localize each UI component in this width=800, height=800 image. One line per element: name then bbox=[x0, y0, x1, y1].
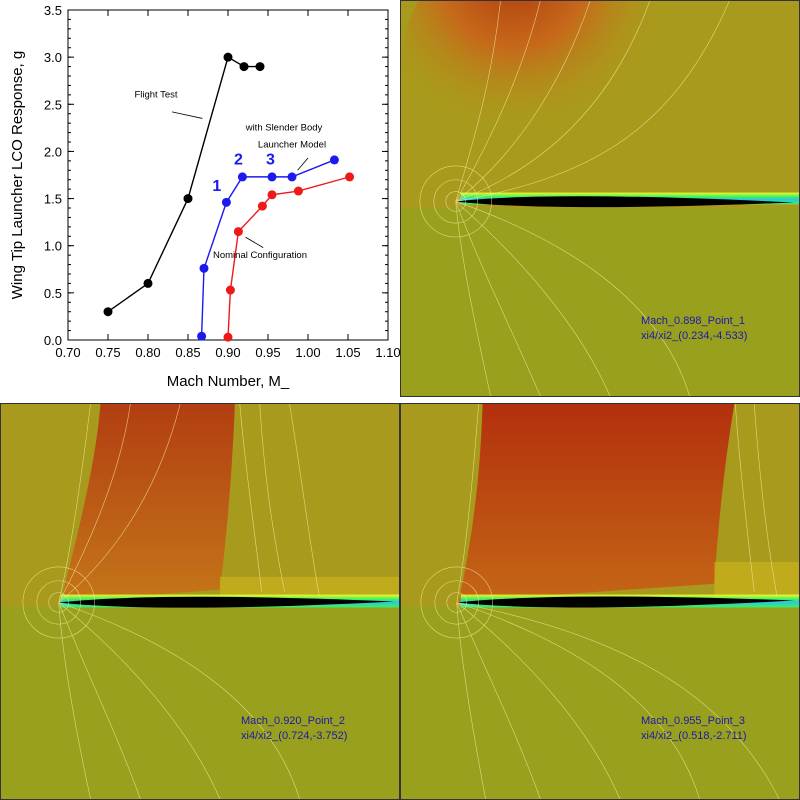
annotation: Flight Test bbox=[134, 90, 177, 101]
y-tick-label: 3.0 bbox=[44, 50, 62, 65]
flow-caption: Mach_0.898_Point_1 xi4/xi2_(0.234,-4.533… bbox=[641, 314, 747, 344]
x-tick-label: 0.90 bbox=[215, 345, 240, 360]
point-label: 1 bbox=[212, 178, 221, 195]
flow-panel-point-1: Mach_0.898_Point_1 xi4/xi2_(0.234,-4.533… bbox=[400, 0, 800, 397]
series-point-2 bbox=[233, 227, 243, 237]
series-point-0 bbox=[239, 62, 249, 72]
lco-chart: 0.70 0.75 0.80 0.85 0.90 0.95 1.00 1.05 1.10 0.0 0… bbox=[0, 0, 400, 400]
series-point-1 bbox=[199, 263, 209, 273]
series-point-2 bbox=[223, 332, 233, 342]
series-point-0 bbox=[255, 62, 265, 72]
x-tick-label: 0.70 bbox=[55, 345, 80, 360]
y-tick-label: 2.5 bbox=[44, 97, 62, 112]
flow-contour-image bbox=[401, 404, 799, 799]
flow-caption-xi: xi4/xi2_(0.234,-4.533) bbox=[641, 330, 748, 342]
series-point-2 bbox=[267, 190, 277, 200]
series-point-0 bbox=[183, 194, 193, 204]
x-tick-label: 0.75 bbox=[95, 345, 120, 360]
flow-caption-xi: xi4/xi2_(0.518,-2.711) bbox=[641, 730, 747, 742]
x-tick-label: 1.05 bbox=[335, 345, 360, 360]
flow-caption-mach: Mach_0.898_Point_1 bbox=[641, 315, 745, 327]
series-point-2 bbox=[257, 201, 267, 211]
flow-contour-image bbox=[401, 1, 799, 396]
x-tick-label: 1.10 bbox=[375, 345, 400, 360]
series-point-1 bbox=[267, 172, 277, 182]
y-tick-label: 1.0 bbox=[44, 239, 62, 254]
y-tick-label: 3.5 bbox=[44, 3, 62, 18]
series-point-1 bbox=[287, 172, 297, 182]
y-axis-label: Wing Tip Launcher LCO Response, g bbox=[9, 51, 26, 299]
series-point-1 bbox=[237, 172, 247, 182]
series-point-0 bbox=[143, 278, 153, 288]
series-point-0 bbox=[223, 52, 233, 62]
x-tick-label: 1.00 bbox=[295, 345, 320, 360]
annotation: with Slender Body bbox=[245, 123, 323, 134]
flow-caption-mach: Mach_0.955_Point_3 bbox=[641, 715, 745, 727]
leader-slender-body bbox=[297, 157, 309, 171]
x-axis-label: Mach Number, M_ bbox=[167, 373, 290, 390]
flow-caption-mach: Mach_0.920_Point_2 bbox=[241, 715, 345, 727]
series-point-0 bbox=[103, 307, 113, 317]
flow-caption: Mach_0.920_Point_2 xi4/xi2_(0.724,-3.752… bbox=[241, 714, 347, 744]
y-tick-label: 1.5 bbox=[44, 192, 62, 207]
y-tick-label: 0.0 bbox=[44, 333, 62, 348]
x-tick-label: 0.95 bbox=[255, 345, 280, 360]
x-tick-label: 0.80 bbox=[135, 345, 160, 360]
series-point-1 bbox=[329, 155, 339, 165]
leader-flight-test bbox=[171, 111, 203, 119]
flow-panel-point-2: Mach_0.920_Point_2 xi4/xi2_(0.724,-3.752… bbox=[0, 403, 400, 800]
y-tick-label: 2.0 bbox=[44, 144, 62, 159]
lco-chart-svg: 0.70 0.75 0.80 0.85 0.90 0.95 1.00 1.05 1.10 0.0 0… bbox=[9, 3, 400, 390]
series-point-2 bbox=[293, 186, 303, 196]
series-point-2 bbox=[345, 172, 355, 182]
series-point-1 bbox=[197, 331, 207, 341]
point-label: 2 bbox=[234, 152, 243, 169]
x-tick-label: 0.85 bbox=[175, 345, 200, 360]
point-label: 3 bbox=[266, 152, 275, 169]
annotation: Launcher Model bbox=[258, 140, 326, 151]
flow-caption: Mach_0.955_Point_3 xi4/xi2_(0.518,-2.711… bbox=[641, 714, 747, 744]
series-point-2 bbox=[225, 285, 235, 295]
flow-caption-xi: xi4/xi2_(0.724,-3.752) bbox=[241, 730, 348, 742]
y-tick-label: 0.5 bbox=[44, 286, 62, 301]
annotation: Nominal Configuration bbox=[213, 250, 307, 261]
flow-panel-point-3: Mach_0.955_Point_3 xi4/xi2_(0.518,-2.711… bbox=[400, 403, 800, 800]
flow-contour-image bbox=[1, 404, 399, 799]
series-point-1 bbox=[221, 197, 231, 207]
leader-nominal bbox=[245, 236, 264, 248]
